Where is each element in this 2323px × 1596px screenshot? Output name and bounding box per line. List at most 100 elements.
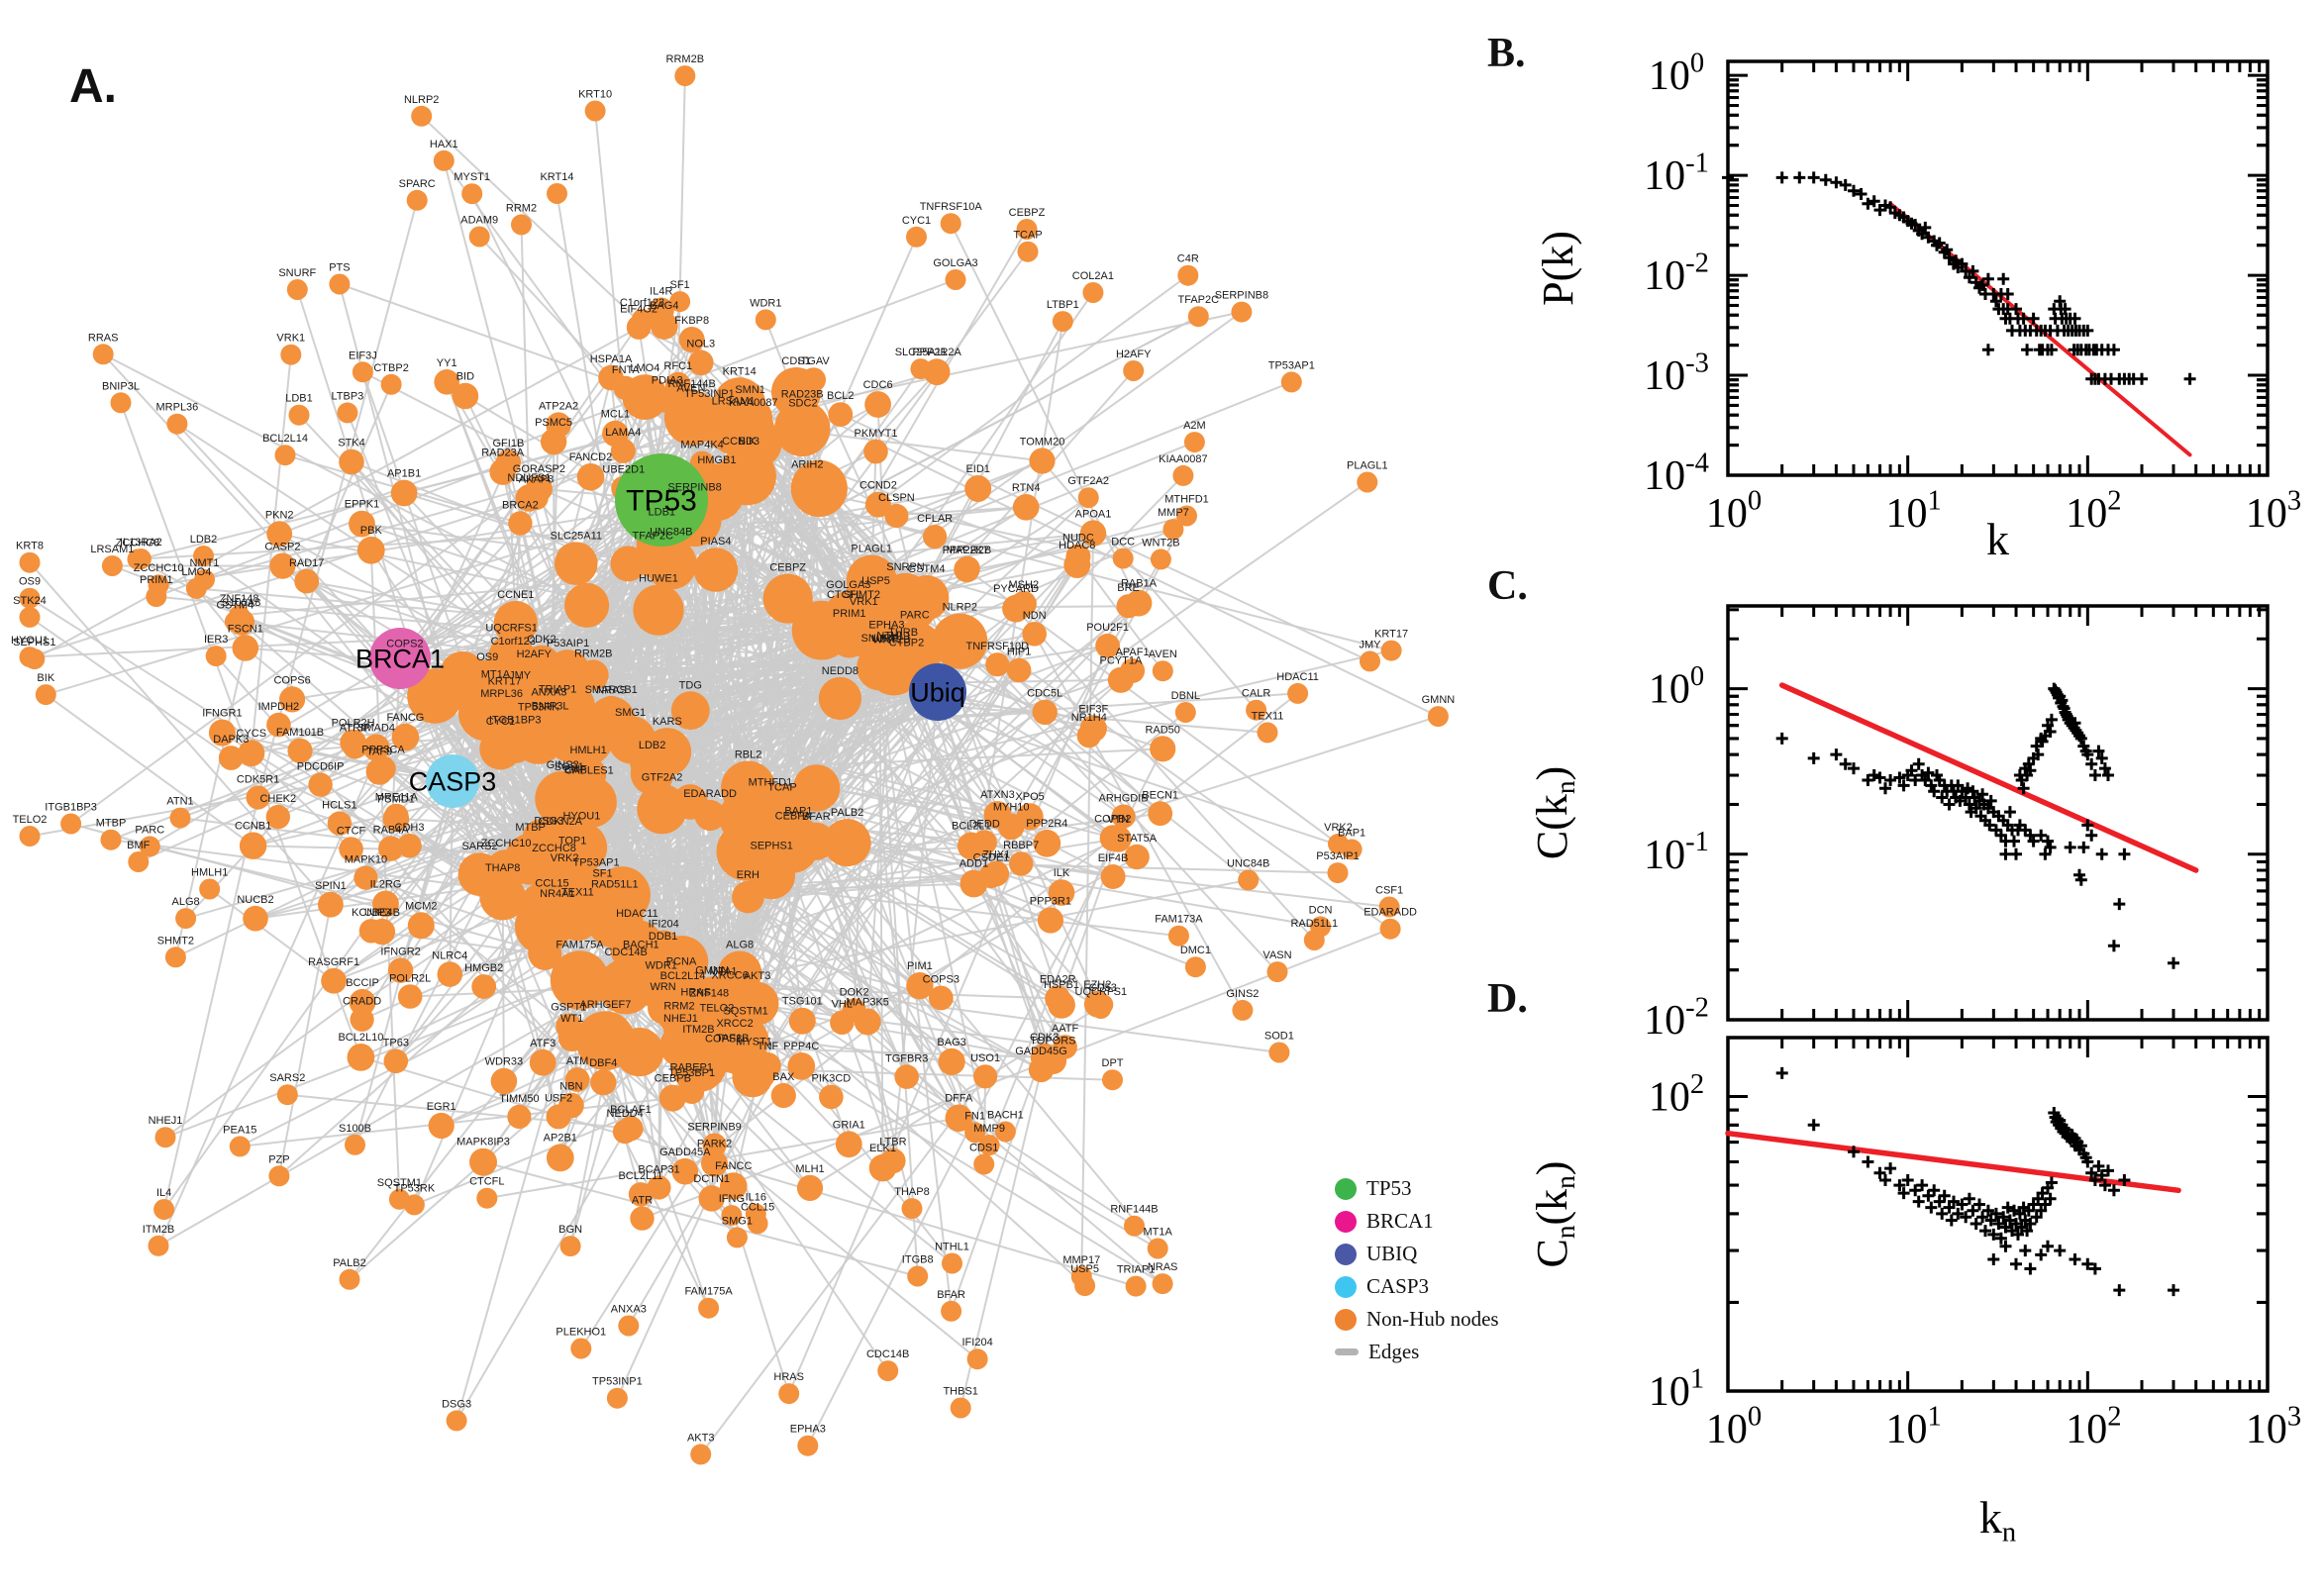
legend: TP53 BRCA1 UBIQ CASP3 Non-Hub nodes Edge… <box>1335 1172 1499 1368</box>
network-node <box>868 644 910 685</box>
network-node <box>966 1348 988 1370</box>
network-node <box>1082 282 1104 303</box>
gene-label: NDUFS1 <box>507 472 551 484</box>
gene-label: HUWE1 <box>639 573 678 585</box>
gene-label: CTCF <box>337 825 366 837</box>
gene-label: LTBP1 <box>1047 299 1079 311</box>
gene-label: PARC <box>900 609 930 621</box>
gene-label: IFNGR2 <box>380 946 420 957</box>
network-node <box>702 1133 727 1157</box>
gene-label: RAD51L1 <box>1290 918 1338 930</box>
network-node <box>1246 699 1267 721</box>
network-node <box>469 1147 497 1176</box>
gene-label: GTF2A2 <box>1067 475 1109 487</box>
gene-label: RRM2B <box>574 648 613 659</box>
network-node <box>736 421 782 467</box>
gene-label: MTHFD1 <box>1164 494 1209 506</box>
gene-label: VASN <box>1262 949 1291 961</box>
network-node <box>556 1013 582 1040</box>
scatter-points <box>1722 171 2196 385</box>
network-node <box>1017 241 1039 262</box>
gene-label: BCLAF1 <box>610 1104 652 1116</box>
tick-label: 10-1 <box>1644 827 1709 878</box>
gene-label: STK4 <box>338 438 365 449</box>
gene-label: FAM101B <box>276 727 324 739</box>
tick-label: 10-3 <box>1644 348 1709 399</box>
gene-label: COL2A1 <box>1072 270 1114 282</box>
network-node <box>1048 879 1075 906</box>
axis-ticks <box>1728 61 2268 475</box>
gene-label: LTBR <box>879 1137 906 1148</box>
network-node <box>788 1007 816 1035</box>
gene-label: KCNIP3 <box>352 907 391 919</box>
network-node <box>1280 371 1302 393</box>
gene-label: MCL1 <box>601 409 630 421</box>
gene-label: BCAP31 <box>638 1163 679 1175</box>
network-node <box>411 105 433 127</box>
gene-label: TP53RK <box>394 1182 436 1194</box>
network-node <box>243 905 268 932</box>
gene-label: FANCC <box>715 1160 752 1172</box>
network-node <box>755 1052 781 1079</box>
gene-label: ALG8 <box>172 896 200 908</box>
casp3-dot-icon <box>1335 1275 1357 1298</box>
network-node <box>1100 864 1126 889</box>
gene-label: IL2RG <box>370 879 402 891</box>
axis-label: k <box>1986 514 2009 564</box>
gene-label: GSTM4 <box>216 599 253 611</box>
gene-label: TGFBR3 <box>885 1052 928 1064</box>
gene-label: ANXA3 <box>531 687 566 699</box>
network-node <box>678 1073 705 1100</box>
network-node <box>688 349 714 376</box>
network-node <box>633 584 684 636</box>
gene-label: LDB1 <box>285 393 313 405</box>
gene-label: COPS3 <box>923 974 960 986</box>
network-node <box>382 805 410 833</box>
gene-label: CDC5L <box>1027 688 1062 700</box>
gene-label: DPT <box>1102 1057 1124 1069</box>
gene-label: EDARADD <box>683 788 737 800</box>
gene-label: PARC <box>135 824 164 836</box>
network-node <box>1360 650 1380 672</box>
gene-label: JMY <box>1360 639 1382 650</box>
gene-label: RAD50 <box>1145 724 1179 736</box>
gene-label: BAP1 <box>1338 827 1365 839</box>
network-node <box>1125 589 1153 617</box>
gene-label: DBF4 <box>589 1057 617 1069</box>
network-node <box>139 836 160 857</box>
gene-label: CDK3 <box>1030 1032 1059 1044</box>
network-node <box>550 950 610 1010</box>
network-node <box>321 967 347 994</box>
axis-label: Cn(kn) <box>1528 1161 1580 1268</box>
gene-label: DOK2 <box>840 986 869 998</box>
tick-label: 10-4 <box>1644 448 1709 499</box>
network-labels-layer: TP53RK KIAA0087 THAP8 CDC14B DSG3 NTHL1 CEBPZ V… <box>11 53 1455 1444</box>
legend-label: UBIQ <box>1366 1242 1418 1265</box>
network-node <box>337 402 358 424</box>
network-node <box>997 813 1025 841</box>
network-node <box>274 445 296 466</box>
network-node <box>671 1157 699 1185</box>
gene-label: PYCARD <box>993 583 1039 595</box>
gene-label: CDC14B <box>604 947 647 958</box>
network-node <box>1232 999 1254 1021</box>
network-node <box>354 865 378 890</box>
gene-label: TELO2 <box>699 1003 734 1015</box>
gene-label: IFI204 <box>649 919 679 931</box>
gene-label: KRT17 <box>1374 629 1408 641</box>
network-node <box>628 1182 654 1207</box>
network-node <box>288 404 310 426</box>
gene-label: RRM2 <box>663 1000 694 1012</box>
tick-label: 101 <box>1886 1401 1942 1452</box>
gene-label: AVEN <box>1149 648 1177 660</box>
gene-label: USP5 <box>1070 1263 1099 1275</box>
gene-label: ITGAV <box>797 355 830 367</box>
gene-label: BCL2L1 <box>952 821 991 833</box>
network-node <box>1152 660 1173 682</box>
gene-label: SF1 <box>592 868 612 880</box>
network-node <box>515 897 572 955</box>
gene-label: CDC14B <box>866 1348 909 1360</box>
gene-label: GFI1B <box>493 438 525 449</box>
gene-label: BAG4 <box>650 300 678 312</box>
gene-label: RNF144B <box>1110 1204 1158 1216</box>
